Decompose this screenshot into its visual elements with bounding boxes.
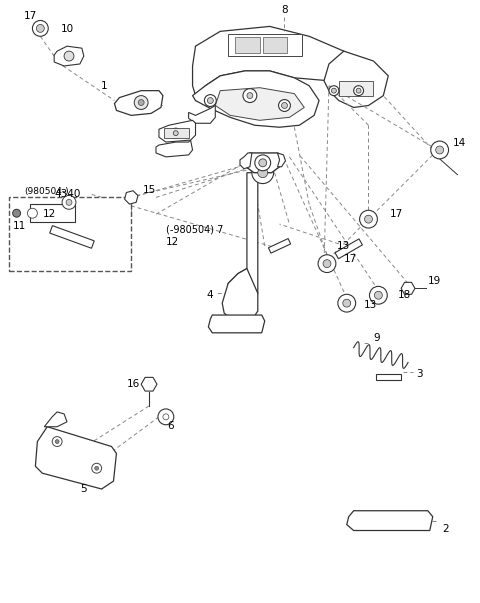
Circle shape [360, 210, 377, 228]
Polygon shape [208, 315, 264, 333]
Polygon shape [125, 191, 138, 204]
Circle shape [204, 95, 216, 107]
Circle shape [259, 159, 267, 167]
Polygon shape [36, 427, 117, 489]
Text: 15: 15 [143, 185, 156, 195]
Circle shape [331, 88, 336, 93]
Polygon shape [339, 81, 373, 96]
Circle shape [12, 209, 21, 217]
Text: (980504-): (980504-) [24, 187, 69, 196]
Text: 5: 5 [81, 484, 87, 494]
Circle shape [343, 299, 351, 307]
Circle shape [243, 89, 257, 103]
Polygon shape [192, 27, 359, 96]
Circle shape [92, 463, 102, 473]
Polygon shape [376, 374, 401, 380]
Circle shape [323, 260, 331, 268]
Text: 13: 13 [337, 241, 350, 251]
Text: 17: 17 [24, 10, 37, 21]
Polygon shape [156, 140, 192, 157]
Text: 9: 9 [373, 333, 380, 343]
Circle shape [247, 93, 253, 98]
Text: 17: 17 [390, 209, 404, 219]
Circle shape [55, 440, 59, 444]
Text: 8: 8 [281, 5, 288, 14]
Circle shape [356, 88, 361, 93]
Circle shape [27, 208, 37, 218]
Text: 13: 13 [363, 300, 377, 310]
Text: 17: 17 [344, 254, 357, 264]
Circle shape [207, 98, 213, 104]
Circle shape [364, 215, 372, 223]
Circle shape [64, 51, 74, 61]
Circle shape [134, 96, 148, 109]
Text: 16: 16 [127, 379, 140, 389]
Text: 2: 2 [443, 523, 449, 534]
Circle shape [436, 146, 444, 154]
Polygon shape [114, 90, 163, 115]
Circle shape [158, 409, 174, 425]
Polygon shape [401, 282, 415, 294]
Circle shape [52, 437, 62, 446]
Text: 12: 12 [42, 209, 56, 219]
Circle shape [258, 168, 268, 178]
Circle shape [329, 86, 339, 96]
Polygon shape [54, 46, 84, 66]
Bar [263, 37, 288, 53]
Bar [164, 128, 189, 138]
Circle shape [338, 294, 356, 312]
Polygon shape [277, 153, 286, 167]
Polygon shape [240, 153, 252, 169]
Circle shape [62, 195, 76, 209]
Polygon shape [222, 268, 258, 323]
Polygon shape [347, 511, 433, 531]
Polygon shape [189, 106, 216, 123]
Circle shape [255, 155, 271, 171]
Circle shape [66, 200, 72, 205]
Circle shape [163, 414, 169, 420]
Text: 14: 14 [453, 138, 466, 148]
Circle shape [278, 99, 290, 112]
Circle shape [173, 131, 178, 136]
Bar [228, 34, 302, 56]
Circle shape [354, 86, 363, 96]
Polygon shape [268, 239, 291, 253]
Circle shape [171, 128, 180, 138]
Circle shape [138, 99, 144, 106]
Text: 19: 19 [428, 276, 441, 286]
Circle shape [370, 286, 387, 304]
Polygon shape [246, 153, 281, 172]
Text: 12: 12 [166, 237, 179, 247]
FancyBboxPatch shape [9, 197, 131, 271]
Text: 1: 1 [101, 81, 108, 90]
Text: 10: 10 [60, 24, 73, 34]
Text: 6: 6 [168, 421, 174, 431]
Circle shape [36, 25, 44, 33]
Polygon shape [50, 226, 94, 248]
Polygon shape [192, 71, 319, 127]
Text: 11: 11 [12, 221, 26, 231]
Circle shape [374, 291, 383, 299]
Polygon shape [335, 239, 362, 259]
Polygon shape [44, 412, 67, 427]
Circle shape [431, 141, 448, 159]
Circle shape [95, 466, 99, 470]
Polygon shape [324, 51, 388, 107]
Circle shape [281, 103, 288, 109]
Polygon shape [141, 377, 157, 391]
Polygon shape [228, 172, 258, 315]
Bar [235, 37, 260, 53]
Bar [30, 204, 75, 222]
Circle shape [318, 254, 336, 273]
Polygon shape [216, 87, 304, 121]
Text: (-980504) 7: (-980504) 7 [166, 224, 223, 234]
Polygon shape [159, 121, 195, 142]
Circle shape [252, 162, 274, 183]
Text: 4: 4 [207, 290, 213, 300]
Text: 18: 18 [398, 290, 411, 300]
Text: 4340: 4340 [54, 189, 81, 200]
Text: 3: 3 [416, 370, 422, 379]
Circle shape [33, 21, 48, 36]
